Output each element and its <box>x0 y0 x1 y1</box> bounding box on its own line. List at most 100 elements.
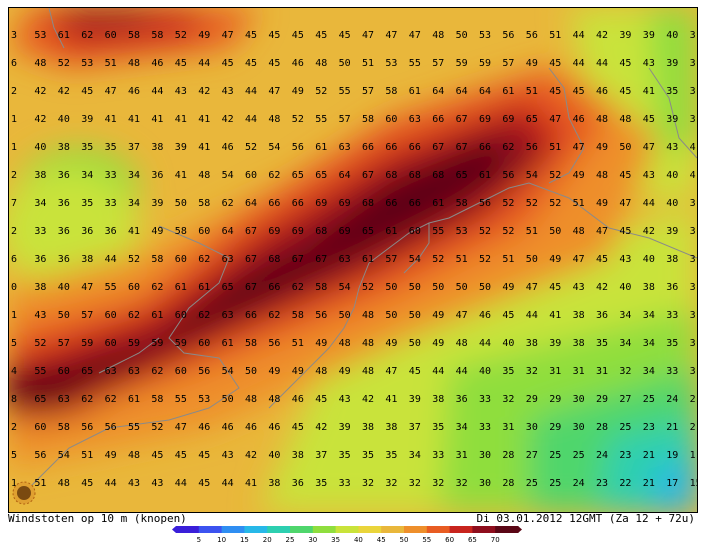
sun-icon <box>12 481 36 505</box>
grid-value: 52 <box>432 254 444 265</box>
grid-value: 24 <box>573 478 585 489</box>
grid-value: 56 <box>479 198 491 209</box>
grid-value: 61 <box>175 282 187 293</box>
grid-value: 3 <box>690 254 696 265</box>
grid-value: 64 <box>456 86 468 97</box>
grid-value: 33 <box>479 394 491 405</box>
grid-value: 43 <box>222 86 234 97</box>
grid-value: 57 <box>502 58 514 69</box>
grid-value: 34 <box>643 366 655 377</box>
legend-tick-label: 15 <box>240 536 249 544</box>
grid-value: 45 <box>245 58 257 69</box>
grid-value: 38 <box>666 254 678 265</box>
grid-value: 49 <box>292 86 304 97</box>
grid-value: 7 <box>11 198 17 209</box>
grid-value: 1 <box>11 142 17 153</box>
grid-value: 65 <box>81 366 93 377</box>
legend-tick-label: 70 <box>491 536 500 544</box>
grid-value: 48 <box>596 114 608 125</box>
grid-value: 47 <box>362 30 374 41</box>
map-title: Windstoten op 10 m (knopen) <box>8 512 187 525</box>
grid-value: 63 <box>222 254 234 265</box>
grid-value: 39 <box>666 114 678 125</box>
grid-value: 48 <box>268 394 280 405</box>
grid-value: 52 <box>362 282 374 293</box>
grid-value: 51 <box>549 142 561 153</box>
grid-value: 22 <box>619 478 631 489</box>
grid-value: 45 <box>596 254 608 265</box>
grid-value: 66 <box>362 142 374 153</box>
legend-swatch <box>495 526 519 533</box>
grid-value: 38 <box>81 254 93 265</box>
grid-value: 53 <box>479 30 491 41</box>
grid-value: 58 <box>151 394 163 405</box>
legend-swatch <box>426 526 451 533</box>
grid-value: 52 <box>479 226 491 237</box>
grid-value: 35 <box>596 338 608 349</box>
grid-value: 61 <box>58 30 70 41</box>
grid-value: 60 <box>105 338 117 349</box>
grid-value: 27 <box>619 394 631 405</box>
grid-value: 49 <box>596 198 608 209</box>
grid-value: 61 <box>362 254 374 265</box>
grid-value: 40 <box>643 254 655 265</box>
grid-value: 50 <box>456 30 468 41</box>
grid-value: 66 <box>385 142 397 153</box>
grid-value: 49 <box>596 142 608 153</box>
grid-value: 48 <box>362 338 374 349</box>
grid-value: 50 <box>549 226 561 237</box>
grid-value: 41 <box>151 114 163 125</box>
grid-value: 50 <box>409 338 421 349</box>
grid-value: 61 <box>222 338 234 349</box>
grid-value: 4 <box>11 366 17 377</box>
grid-value: 42 <box>34 114 46 125</box>
grid-value: 62 <box>268 170 280 181</box>
grid-value: 51 <box>526 226 538 237</box>
grid-value: 59 <box>479 58 491 69</box>
grid-value: 52 <box>58 58 70 69</box>
grid-value: 60 <box>245 170 257 181</box>
grid-value: 43 <box>619 254 631 265</box>
grid-value: 69 <box>339 198 351 209</box>
grid-value: 33 <box>34 226 46 237</box>
grid-value: 52 <box>128 254 140 265</box>
grid-value: 60 <box>198 226 210 237</box>
grid-value: 36 <box>596 310 608 321</box>
grid-value: 50 <box>175 198 187 209</box>
grid-value: 5 <box>11 450 17 461</box>
grid-value: 65 <box>456 170 468 181</box>
grid-value: 38 <box>292 450 304 461</box>
grid-value: 50 <box>619 142 631 153</box>
grid-value: 45 <box>549 282 561 293</box>
grid-value: 51 <box>549 30 561 41</box>
grid-value: 46 <box>479 310 491 321</box>
grid-value: 52 <box>502 226 514 237</box>
grid-value: 49 <box>151 226 163 237</box>
legend-arrow-right <box>518 526 522 533</box>
grid-value: 62 <box>502 142 514 153</box>
grid-value: 3 <box>690 114 696 125</box>
grid-value: 48 <box>573 226 585 237</box>
grid-value: 1 <box>11 478 17 489</box>
grid-value: 62 <box>105 394 117 405</box>
grid-value: 65 <box>292 170 304 181</box>
grid-value: 40 <box>479 366 491 377</box>
grid-value: 44 <box>526 310 538 321</box>
color-field <box>9 8 697 512</box>
grid-value: 38 <box>34 282 46 293</box>
grid-value: 57 <box>385 254 397 265</box>
grid-value: 47 <box>81 282 93 293</box>
grid-value: 56 <box>502 30 514 41</box>
grid-value: 21 <box>666 422 678 433</box>
grid-value: 3 <box>690 338 696 349</box>
grid-value: 43 <box>222 450 234 461</box>
grid-value: 44 <box>105 254 117 265</box>
grid-value: 63 <box>128 366 140 377</box>
grid-value: 40 <box>666 170 678 181</box>
grid-value: 49 <box>502 282 514 293</box>
grid-value: 43 <box>128 478 140 489</box>
grid-value: 44 <box>222 478 234 489</box>
grid-value: 50 <box>456 282 468 293</box>
grid-value: 47 <box>268 86 280 97</box>
grid-value: 54 <box>339 282 351 293</box>
